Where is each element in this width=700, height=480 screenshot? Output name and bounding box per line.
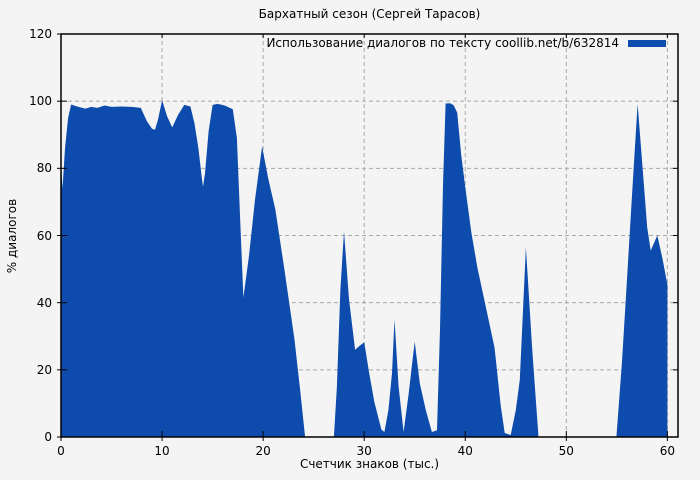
y-tick-label: 20 [36,362,52,377]
legend-label: Использование диалогов по тексту coollib… [266,36,619,50]
x-tick-label: 40 [457,444,473,458]
y-tick-label: 40 [36,295,52,310]
x-tick-label: 0 [57,444,65,458]
x-tick-label: 30 [356,444,372,458]
x-tick-label: 50 [558,444,574,458]
x-tick-label: 10 [154,444,170,458]
x-tick-label: 20 [255,444,271,458]
chart-title: Бархатный сезон (Сергей Тарасов) [258,7,481,21]
x-tick-label: 60 [659,444,676,458]
y-tick-label: 0 [44,430,52,444]
y-tick-label: 100 [29,94,52,109]
legend-swatch-icon [628,39,666,47]
area-series [61,100,668,437]
x-axis-label: Счетчик знаков (тыс.) [299,457,440,471]
legend: Использование диалогов по тексту coollib… [266,36,666,50]
y-tick-label: 120 [29,27,52,41]
y-tick-label: 80 [36,161,52,176]
y-tick-label: 60 [36,228,52,243]
